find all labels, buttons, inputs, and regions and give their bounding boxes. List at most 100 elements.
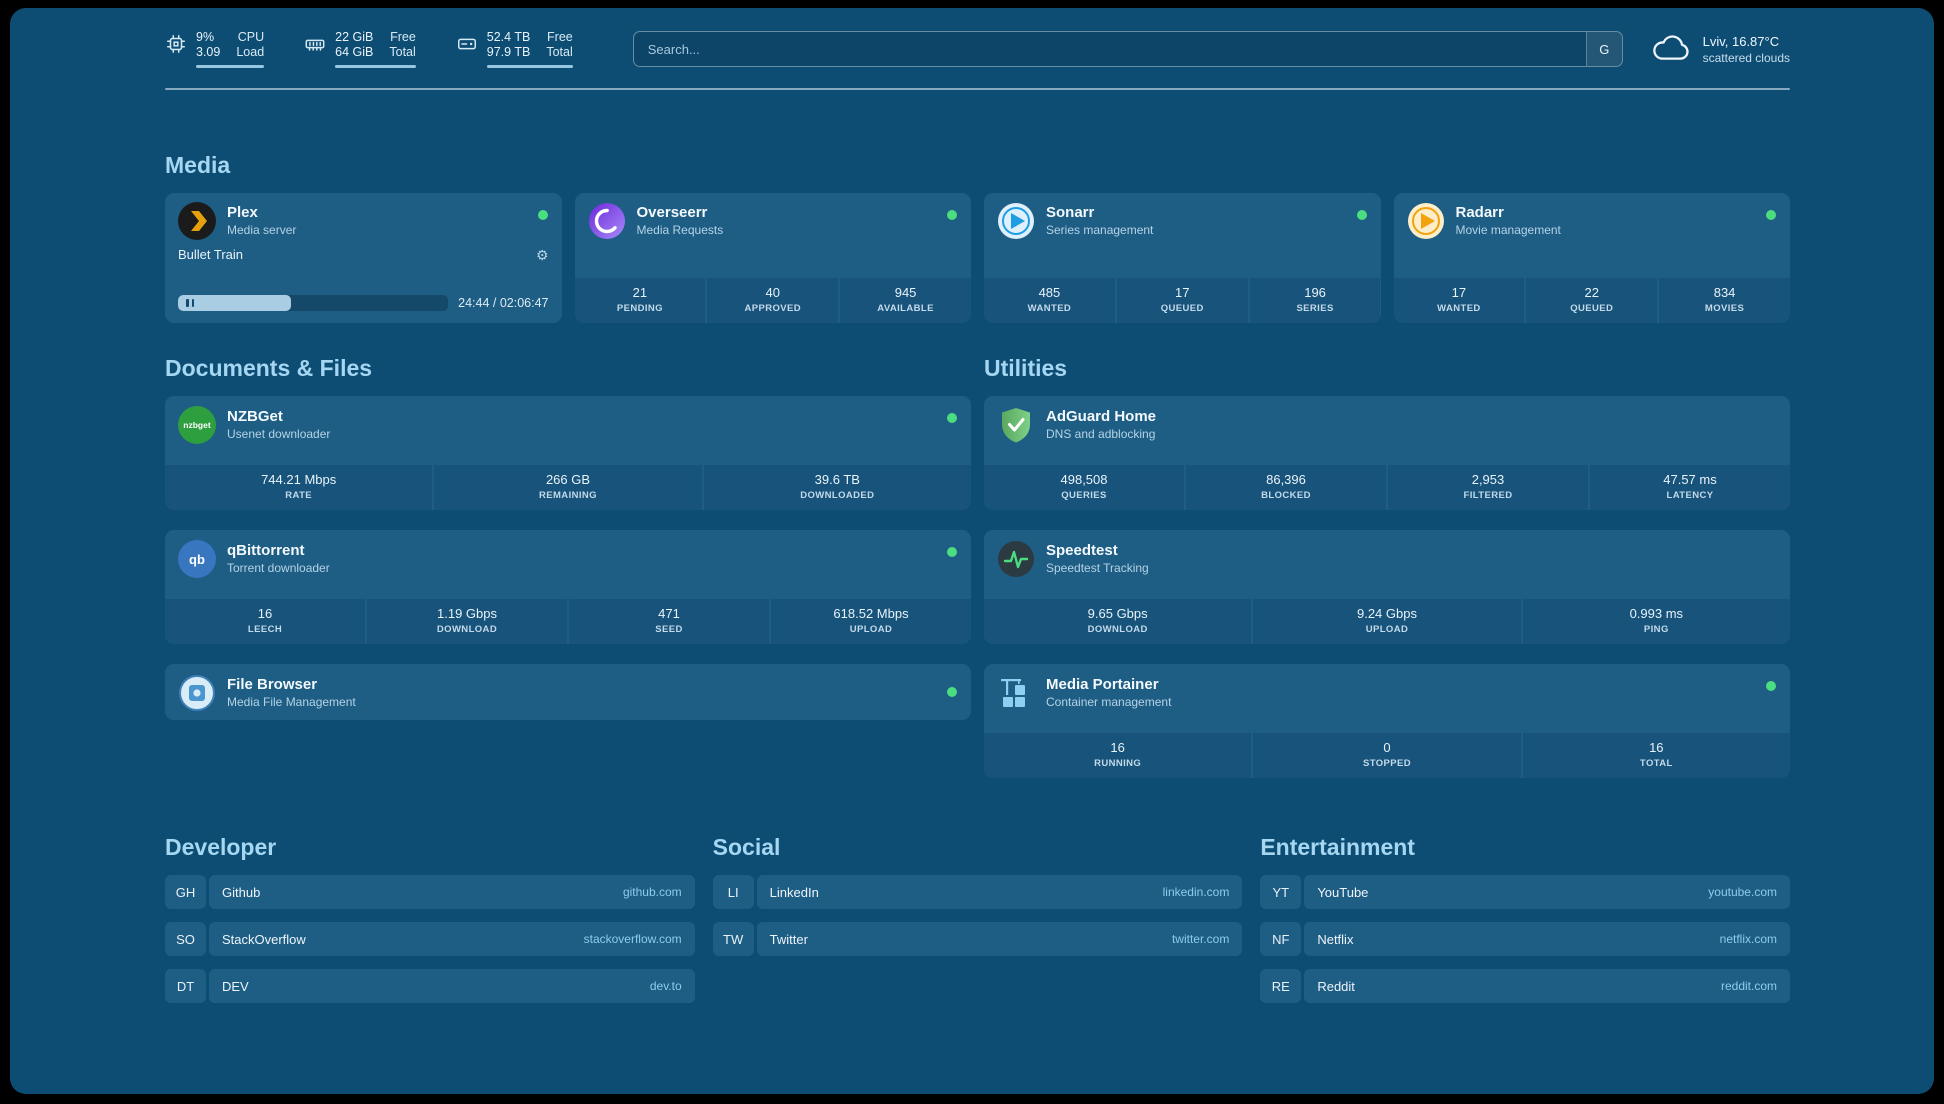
service-subtitle: Media Requests xyxy=(636,223,724,237)
overseerr-service-link[interactable]: Overseerr Media Requests xyxy=(575,193,972,244)
cpu-load-value: 3.09 xyxy=(196,45,221,59)
bookmark-abbr: SO xyxy=(165,922,206,956)
playback-progress-fill xyxy=(178,295,292,311)
cpu-usage-label: CPU xyxy=(237,30,265,44)
weather-widget: Lviv, 16.87°C scattered clouds xyxy=(1650,33,1790,66)
portainer-service-link[interactable]: Media Portainer Container management xyxy=(984,664,1790,716)
search-provider-button[interactable]: G xyxy=(1585,32,1622,66)
stat-movies: 834 MOVIES xyxy=(1659,278,1790,323)
cpu-icon xyxy=(167,35,185,53)
bookmark-url: reddit.com xyxy=(1720,979,1777,993)
bookmark-name: Twitter xyxy=(769,931,808,947)
stat-stopped: 0 STOPPED xyxy=(1253,733,1521,778)
stat-filtered: 2,953 FILTERED xyxy=(1388,465,1588,510)
bookmark-url: netflix.com xyxy=(1719,932,1777,946)
status-dot xyxy=(947,413,957,423)
nzbget-icon: nzbget xyxy=(178,406,216,444)
radarr-service-link[interactable]: Radarr Movie management xyxy=(1394,193,1791,244)
memory-stat-widget: 22 GiB 64 GiB Free Total xyxy=(304,30,416,68)
bookmark-reddit[interactable]: RE Reddit reddit.com xyxy=(1260,969,1790,1003)
bookmark-twitter[interactable]: TW Twitter twitter.com xyxy=(712,922,1243,956)
section-title-utilities: Utilities xyxy=(984,355,1068,381)
stat-remaining: 266 GB REMAINING xyxy=(434,465,702,510)
topbar-divider xyxy=(165,88,1790,90)
qbittorrent-service-link[interactable]: qb qBittorrent Torrent downloader xyxy=(165,530,971,582)
overseerr-icon xyxy=(588,202,626,240)
status-dot xyxy=(1356,210,1367,220)
stat-queued: 17 QUEUED xyxy=(1116,278,1248,323)
plex-icon xyxy=(178,202,216,240)
pause-icon xyxy=(191,299,194,307)
cpu-stat-underline xyxy=(196,65,265,68)
service-subtitle: DNS and adblocking xyxy=(1046,427,1156,441)
weather-location: Lviv, 16.87°C xyxy=(1702,33,1780,49)
bookmark-linkedin[interactable]: LI LinkedIn linkedin.com xyxy=(712,875,1243,909)
card-sonarr: Sonarr Series management 485 WANTED 17 Q… xyxy=(984,193,1381,323)
bookmark-name: LinkedIn xyxy=(769,884,819,900)
stat-rate: 744.21 Mbps RATE xyxy=(165,465,433,510)
bookmark-youtube[interactable]: YT YouTube youtube.com xyxy=(1260,875,1790,909)
memory-icon xyxy=(305,39,325,51)
bookmark-group-social: Social LI LinkedIn linkedin.com TW Twitt… xyxy=(712,834,1243,1016)
filebrowser-service-link[interactable]: File Browser Media File Management xyxy=(165,664,971,716)
plex-service-link[interactable]: Plex Media server xyxy=(165,193,562,244)
bookmark-url: github.com xyxy=(622,885,682,899)
card-media-portainer: Media Portainer Container management 16 … xyxy=(984,664,1790,778)
dashboard-panel: 9% 3.09 CPU Load xyxy=(10,8,1934,1094)
cpu-stat-widget: 9% 3.09 CPU Load xyxy=(165,30,265,68)
bookmark-stackoverflow[interactable]: SO StackOverflow stackoverflow.com xyxy=(165,922,695,956)
service-subtitle: Movie management xyxy=(1455,223,1561,237)
section-title-entertainment: Entertainment xyxy=(1260,834,1415,860)
service-subtitle: Media File Management xyxy=(227,695,356,709)
bookmark-url: twitter.com xyxy=(1171,932,1230,946)
cpu-load-label: Load xyxy=(236,45,265,59)
bookmark-url: dev.to xyxy=(649,979,682,993)
disk-total-label: Total xyxy=(546,45,573,59)
bookmark-name: YouTube xyxy=(1317,884,1369,900)
speedtest-service-link[interactable]: Speedtest Speedtest Tracking xyxy=(984,530,1790,582)
section-title-developer: Developer xyxy=(165,834,277,860)
stat-ping: 0.993 ms PING xyxy=(1522,599,1790,644)
disk-free-value: 52.4 TB xyxy=(486,30,531,44)
card-overseerr: Overseerr Media Requests 21 PENDING 40 A… xyxy=(574,193,972,323)
bookmark-netflix[interactable]: NF Netflix netflix.com xyxy=(1260,922,1790,956)
section-title-media: Media xyxy=(165,152,231,178)
bookmark-name: Github xyxy=(222,884,261,900)
card-filebrowser: File Browser Media File Management xyxy=(165,664,971,720)
playback-progress-bar[interactable] xyxy=(178,295,449,311)
status-dot xyxy=(947,687,957,697)
sonarr-service-link[interactable]: Sonarr Series management xyxy=(984,193,1381,244)
stat-upload: 618.52 Mbps UPLOAD xyxy=(771,599,971,644)
search-bar: G xyxy=(632,31,1623,67)
stat-latency: 47.57 ms LATENCY xyxy=(1590,465,1790,510)
now-playing-title: Bullet Train xyxy=(178,247,244,262)
memory-total-value: 64 GiB xyxy=(335,45,374,59)
disk-free-label: Free xyxy=(547,30,573,44)
status-dot xyxy=(947,210,957,220)
stat-wanted: 17 WANTED xyxy=(1393,278,1525,323)
bookmark-dev[interactable]: DT DEV dev.to xyxy=(165,969,695,1003)
bookmark-abbr: DT xyxy=(165,969,206,1003)
bookmark-url: youtube.com xyxy=(1708,885,1777,899)
bookmark-name: DEV xyxy=(222,978,249,994)
stat-download: 9.65 Gbps DOWNLOAD xyxy=(984,599,1252,644)
adguard-service-link[interactable]: AdGuard Home DNS and adblocking xyxy=(984,396,1790,448)
bookmark-name: Netflix xyxy=(1317,931,1354,947)
memory-free-label: Free xyxy=(390,30,416,44)
service-name: File Browser xyxy=(227,676,318,693)
system-stats: 9% 3.09 CPU Load xyxy=(165,30,573,68)
card-plex: Plex Media server Bullet Train ⚙ xyxy=(165,193,562,323)
radarr-icon xyxy=(1407,202,1445,240)
bookmark-abbr: LI xyxy=(712,875,754,909)
stat-seed: 471 SEED xyxy=(569,599,769,644)
nzbget-service-link[interactable]: nzbget NZBGet Usenet downloader xyxy=(165,396,971,448)
service-name: NZBGet xyxy=(227,408,283,425)
search-input[interactable] xyxy=(633,32,1586,66)
gear-icon[interactable]: ⚙ xyxy=(535,246,549,263)
service-subtitle: Container management xyxy=(1046,695,1172,709)
weather-condition: scattered clouds xyxy=(1702,50,1790,65)
stat-approved: 40 APPROVED xyxy=(707,278,839,323)
service-subtitle: Speedtest Tracking xyxy=(1046,561,1149,575)
filebrowser-icon xyxy=(178,674,216,712)
bookmark-github[interactable]: GH Github github.com xyxy=(165,875,695,909)
